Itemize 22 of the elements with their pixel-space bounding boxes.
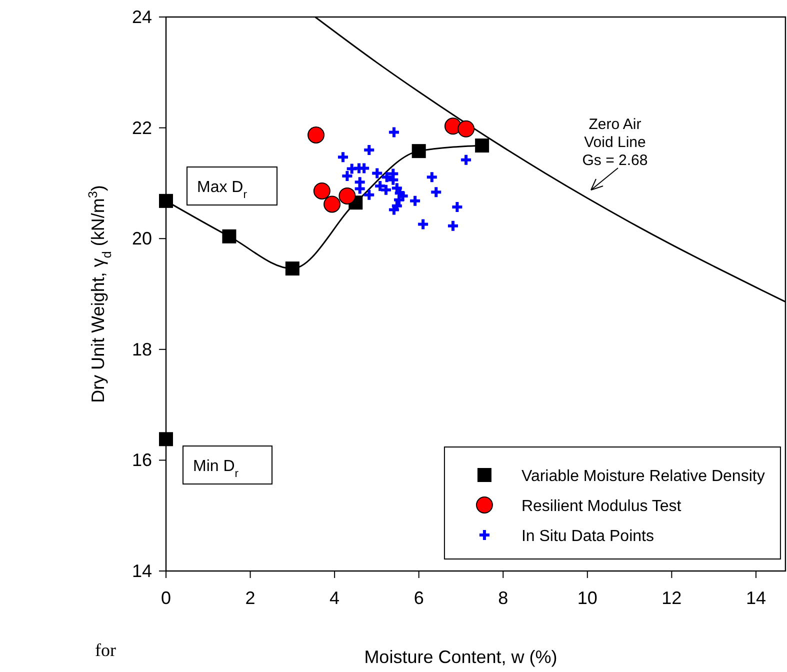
y-tick-label: 18 [132,339,152,360]
y-tick-label: 22 [132,118,152,138]
y-tick-label: 16 [132,450,152,470]
y-tick-label: 20 [132,228,152,249]
x-tick-label: 14 [746,588,766,608]
annotation: Min D$_{r}$ [193,458,239,480]
x-tick-label: 8 [498,588,508,608]
y-tick-label: 24 [132,7,152,27]
x-tick-label: 6 [414,588,424,608]
x-tick-label: 12 [662,588,682,608]
x-tick-label: 2 [245,588,256,608]
legend-label: In Situ Data Points [521,528,654,545]
annotation: Max D$_{r}$ [197,179,248,201]
legend-label: Resilient Modulus Test [521,498,682,515]
x-tick-label: 0 [160,588,172,608]
legend-label: Variable Moisture Relative Density [521,468,765,485]
text: for [95,640,116,660]
y-tick-label: 14 [132,561,152,581]
annotation: Zero Air Void Line Gs = 2.68 [582,116,648,169]
x-tick-label: 4 [330,588,340,608]
x-tick-label: 10 [577,588,598,608]
x-axis-title: Moisture Content, w (%) [364,647,558,667]
